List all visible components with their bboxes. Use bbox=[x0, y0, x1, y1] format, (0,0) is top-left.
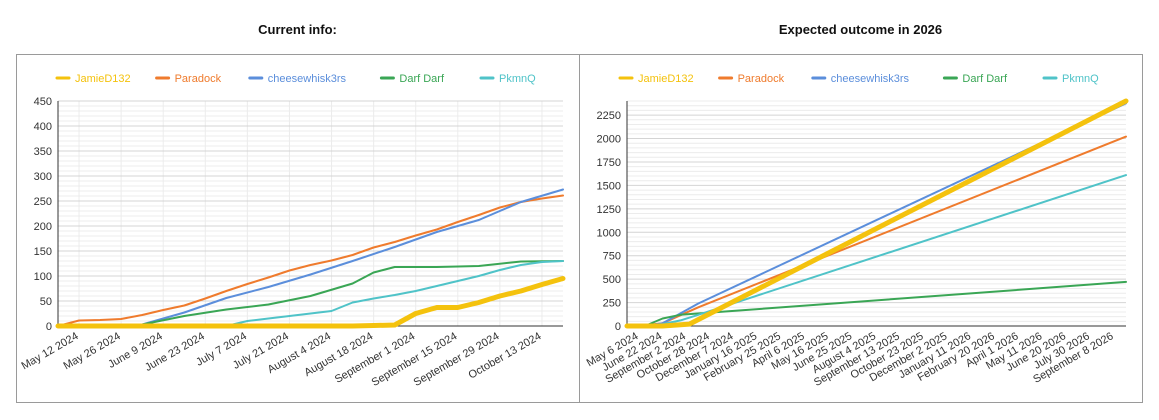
legend-label-paradock: Paradock bbox=[738, 73, 785, 85]
chart-title-expected: Expected outcome in 2026 bbox=[778, 22, 943, 37]
y-tick-label: 200 bbox=[34, 221, 52, 233]
y-tick-label: 1000 bbox=[597, 227, 621, 239]
y-tick-label: 0 bbox=[615, 321, 621, 333]
current-info-chart: 0 50 100 150 200 250 300 350 400 450 May 12 2024 Ma… bbox=[16, 54, 580, 403]
y-tick-label: 1500 bbox=[597, 180, 621, 192]
series-line-darf-darf bbox=[57, 260, 564, 327]
y-tick-label: 300 bbox=[34, 171, 52, 183]
y-tick-label: 250 bbox=[34, 196, 52, 208]
legend-label-pkmnq: PkmnQ bbox=[1062, 73, 1099, 85]
series-line-paradock bbox=[57, 194, 564, 327]
y-tick-label: 350 bbox=[34, 146, 52, 158]
y-tick-label: 100 bbox=[34, 271, 52, 283]
series-line-jamied132 bbox=[624, 98, 1129, 329]
y-tick-label: 0 bbox=[46, 321, 52, 333]
series-line-jamied132 bbox=[55, 276, 566, 329]
expected-outcome-chart: 0 250 500 750 1000 1250 1500 1750 2000 2250 May 6 … bbox=[579, 54, 1143, 403]
y-tick-label: 500 bbox=[603, 274, 621, 286]
y-tick-label: 50 bbox=[40, 296, 52, 308]
y-tick-label: 450 bbox=[34, 96, 52, 108]
legend-label-paradock: Paradock bbox=[175, 73, 222, 85]
x-tick-label: October 13 2024 bbox=[466, 330, 543, 381]
y-tick-label: 1250 bbox=[597, 204, 621, 216]
legend-label-jamied132: JamieD132 bbox=[75, 73, 131, 85]
legend-label-darf-darf: Darf Darf bbox=[962, 73, 1008, 85]
chart-title-current: Current info: bbox=[258, 22, 337, 37]
y-tick-label: 2250 bbox=[597, 110, 621, 122]
legend-label-pkmnq: PkmnQ bbox=[499, 73, 536, 85]
y-tick-label: 750 bbox=[603, 251, 621, 263]
y-tick-label: 400 bbox=[34, 121, 52, 133]
legend-label-cheesewhisk3rs: cheesewhisk3rs bbox=[268, 73, 347, 85]
legend-label-jamied132: JamieD132 bbox=[638, 73, 694, 85]
y-tick-label: 2000 bbox=[597, 134, 621, 146]
legend-label-cheesewhisk3rs: cheesewhisk3rs bbox=[831, 73, 910, 85]
y-tick-label: 1750 bbox=[597, 157, 621, 169]
legend-label-darf-darf: Darf Darf bbox=[399, 73, 445, 85]
y-tick-label: 250 bbox=[603, 298, 621, 310]
y-tick-label: 150 bbox=[34, 246, 52, 258]
